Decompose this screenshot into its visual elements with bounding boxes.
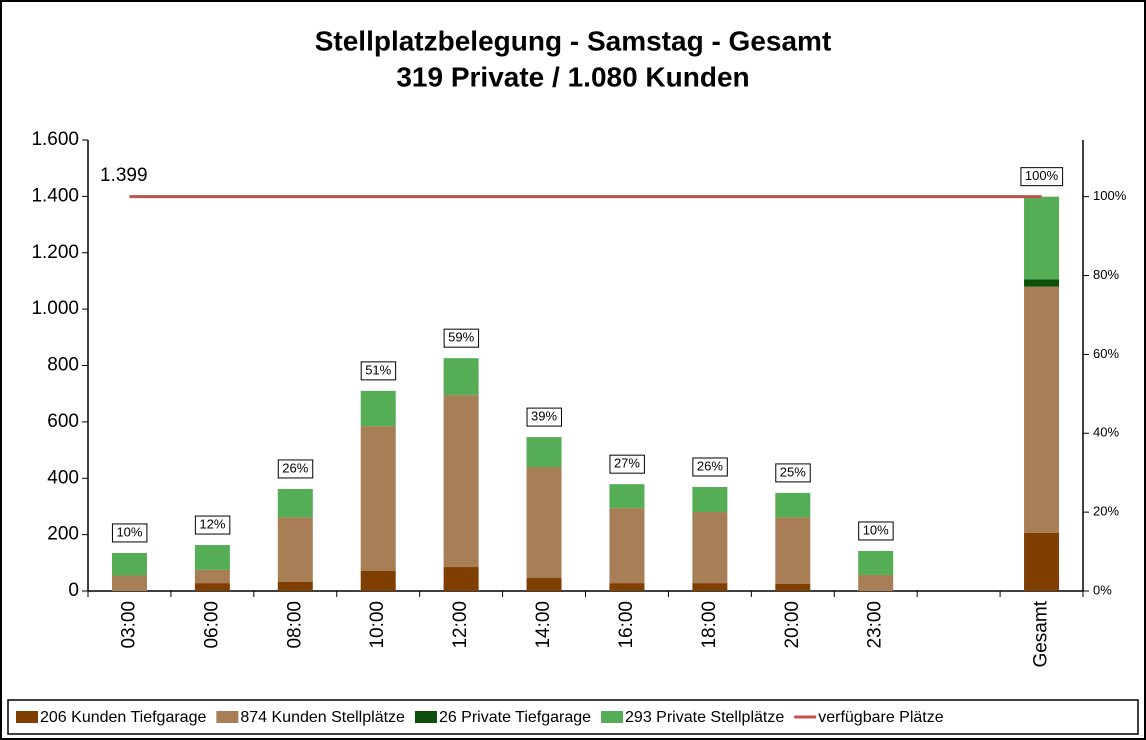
bar-segment	[775, 583, 811, 591]
y-tick-label: 1.600	[31, 129, 79, 150]
bar-segment	[194, 545, 230, 570]
data-label-box	[277, 459, 314, 479]
bar-segment	[443, 358, 479, 396]
legend-box	[7, 699, 1139, 735]
bar-segment	[692, 583, 728, 591]
data-label: 27%	[614, 456, 640, 471]
x-tick-label: 16:00	[616, 601, 637, 649]
bar-segment	[111, 552, 147, 576]
data-label: 51%	[365, 362, 391, 377]
data-label-box	[775, 463, 811, 483]
data-label: 100%	[1025, 168, 1059, 183]
bar-segment	[360, 390, 396, 427]
data-label-box	[609, 454, 645, 474]
bar-segment	[360, 426, 396, 571]
bar-segment	[1024, 286, 1060, 533]
data-label: 10%	[863, 522, 889, 537]
y2-tick-label: 20%	[1093, 504, 1119, 519]
y-tick-label: 200	[47, 524, 79, 545]
bar-segment	[1024, 279, 1060, 287]
x-tick-label: 14:00	[533, 601, 554, 649]
bar-segment	[1024, 532, 1060, 591]
y2-tick-label: 80%	[1093, 267, 1119, 282]
y2-tick-label: 60%	[1093, 346, 1119, 361]
y-tick-label: 800	[47, 355, 79, 376]
legend-swatch	[414, 711, 437, 723]
x-tick-label: 20:00	[782, 601, 803, 649]
y-tick-label: 1.000	[31, 298, 79, 319]
y-tick-label: 1.400	[31, 185, 79, 206]
data-label: 12%	[199, 516, 225, 531]
bar-segment	[775, 492, 811, 518]
bar-segment	[1024, 196, 1060, 280]
y2-tick-label: 40%	[1093, 425, 1119, 440]
x-tick-label: 06:00	[201, 601, 222, 649]
bar-segment	[858, 574, 894, 591]
y-tick-label: 600	[47, 411, 79, 432]
bar-segment	[277, 581, 313, 591]
bar-segment	[775, 517, 811, 584]
bar-segment	[277, 517, 313, 582]
data-label: 39%	[531, 409, 557, 424]
data-label-box	[443, 328, 480, 348]
x-tick-label: 08:00	[284, 601, 305, 649]
data-label: 25%	[780, 464, 806, 479]
bar-segment	[111, 575, 147, 591]
data-label-box	[692, 457, 728, 477]
y2-tick-label: 0%	[1093, 582, 1112, 597]
bar-segment	[194, 569, 230, 584]
legend-swatch	[16, 711, 38, 723]
x-tick-label: 18:00	[699, 601, 720, 649]
x-tick-label: 23:00	[865, 601, 886, 649]
legend-label: verfügbare Plätze	[818, 709, 944, 726]
bar-segment	[443, 567, 479, 591]
y-tick-label: 400	[47, 467, 79, 488]
data-label-box	[360, 361, 397, 381]
bar-segment	[609, 508, 645, 584]
bar-segment	[443, 395, 479, 568]
data-label-box	[1020, 167, 1064, 187]
bar-segment	[526, 578, 562, 591]
data-label-box	[526, 407, 562, 427]
data-label-box	[111, 523, 148, 543]
x-tick-label: 03:00	[118, 601, 139, 649]
legend-label: 26 Private Tiefgarage	[439, 709, 591, 726]
y-tick-label: 1.200	[31, 242, 79, 263]
data-label: 10%	[116, 524, 142, 539]
x-tick-label: 10:00	[367, 601, 388, 649]
bar-segment	[609, 484, 645, 509]
bar-segment	[526, 466, 562, 579]
y2-tick-label: 100%	[1093, 188, 1127, 203]
y-tick-label: 0	[68, 580, 79, 601]
bar-segment	[858, 550, 894, 575]
bar-segment	[692, 486, 728, 513]
x-tick-label: Gesamt	[1031, 600, 1052, 667]
annotation: 1.399	[100, 165, 148, 186]
bar-segment	[194, 583, 230, 591]
data-label-box	[194, 515, 231, 535]
chart-title: Stellplatzbelegung - Samstag - Gesamt	[315, 25, 832, 56]
legend-label: 206 Kunden Tiefgarage	[40, 709, 206, 726]
x-tick-label: 12:00	[450, 601, 471, 649]
chart-subtitle: 319 Private / 1.080 Kunden	[396, 61, 749, 92]
data-label: 26%	[282, 460, 308, 475]
bar-segment	[360, 570, 396, 591]
data-label: 59%	[448, 330, 474, 345]
bar-segment	[609, 583, 645, 591]
data-label-box	[858, 521, 894, 541]
bar-segment	[277, 488, 313, 518]
legend-swatch	[216, 711, 239, 723]
legend-label: 293 Private Stellplätze	[625, 709, 784, 726]
bar-segment	[526, 437, 562, 467]
legend-label: 874 Kunden Stellplätze	[240, 709, 405, 726]
data-label: 26%	[697, 458, 723, 473]
legend-swatch	[601, 711, 624, 723]
bar-segment	[692, 512, 728, 584]
